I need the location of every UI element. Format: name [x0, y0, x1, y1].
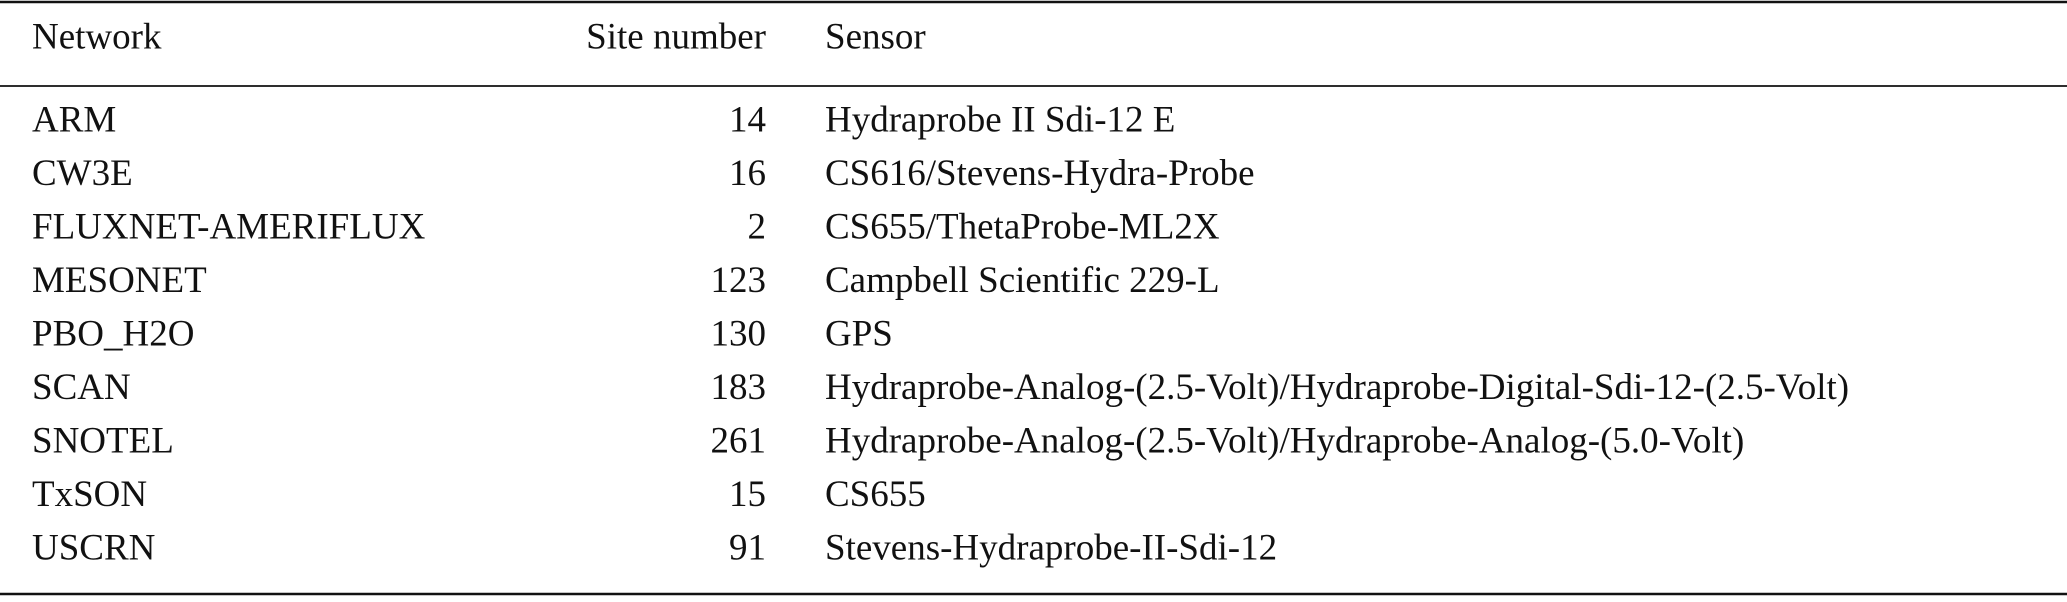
site-number-cell: 130	[711, 313, 767, 354]
network-cell: SNOTEL	[32, 420, 174, 461]
header-cell: Network	[32, 16, 162, 57]
sensor-cell: Hydraprobe-Analog-(2.5-Volt)/Hydraprobe-…	[825, 367, 1849, 408]
sensor-cell: GPS	[825, 313, 893, 354]
sensor-cell: CS616/Stevens-Hydra-Probe	[825, 153, 1255, 194]
header-cell: Site number	[586, 16, 766, 57]
site-number-cell: 15	[729, 474, 766, 515]
site-number-cell: 2	[748, 206, 767, 247]
network-cell: SCAN	[32, 367, 131, 408]
site-number-cell: 16	[729, 153, 766, 194]
sensor-cell: CS655/ThetaProbe-ML2X	[825, 206, 1220, 247]
site-number-cell: 91	[729, 527, 766, 568]
network-cell: PBO_H2O	[32, 313, 194, 354]
network-cell: ARM	[32, 99, 116, 140]
sensor-cell: Stevens-Hydraprobe-II-Sdi-12	[825, 527, 1277, 568]
network-cell: CW3E	[32, 153, 133, 194]
network-cell: FLUXNET-AMERIFLUX	[32, 206, 426, 247]
sensor-cell: Hydraprobe II Sdi-12 E	[825, 99, 1175, 140]
header-cell: Sensor	[825, 16, 926, 57]
site-number-cell: 261	[711, 420, 767, 461]
sensor-cell: Campbell Scientific 229-L	[825, 260, 1220, 301]
network-cell: USCRN	[32, 527, 155, 568]
network-cell: MESONET	[32, 260, 207, 301]
site-number-cell: 123	[711, 260, 767, 301]
site-number-cell: 183	[711, 367, 767, 408]
sensor-cell: CS655	[825, 474, 926, 515]
sensor-cell: Hydraprobe-Analog-(2.5-Volt)/Hydraprobe-…	[825, 420, 1744, 461]
site-number-cell: 14	[729, 99, 766, 140]
network-cell: TxSON	[32, 474, 147, 515]
